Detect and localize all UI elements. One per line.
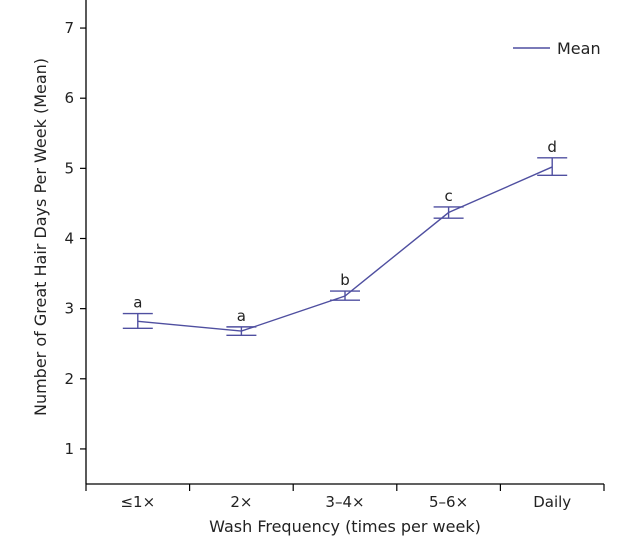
significance-label: a xyxy=(133,294,142,312)
y-tick-label: 1 xyxy=(64,440,74,458)
significance-label: c xyxy=(444,187,452,205)
y-tick-label: 4 xyxy=(64,229,74,247)
legend-label-mean: Mean xyxy=(557,39,601,58)
y-tick-label: 3 xyxy=(64,300,74,318)
y-tick-label: 5 xyxy=(64,159,74,177)
x-axis: ≤1× 2× 3–4× 5–6× Daily xyxy=(85,483,605,511)
y-tick-label: 6 xyxy=(64,89,74,107)
legend: Mean xyxy=(513,39,601,58)
significance-label: b xyxy=(340,271,350,289)
y-axis: 1 2 3 4 5 6 7 xyxy=(64,0,87,484)
series-line-mean xyxy=(137,166,553,332)
plot-area: a a b c d xyxy=(122,138,568,336)
x-tick-label: ≤1× xyxy=(120,493,155,511)
x-tick-label: 3–4× xyxy=(325,493,364,511)
x-tick-label: 5–6× xyxy=(429,493,468,511)
y-axis-title: Number of Great Hair Days Per Week (Mean… xyxy=(31,58,50,416)
x-tick-label: Daily xyxy=(533,493,571,511)
x-tick-label: 2× xyxy=(230,493,252,511)
significance-label: a xyxy=(237,307,246,325)
y-tick-label: 2 xyxy=(64,370,74,388)
x-axis-title: Wash Frequency (times per week) xyxy=(209,517,481,536)
significance-label: d xyxy=(547,138,557,156)
y-tick-label: 7 xyxy=(64,19,74,37)
